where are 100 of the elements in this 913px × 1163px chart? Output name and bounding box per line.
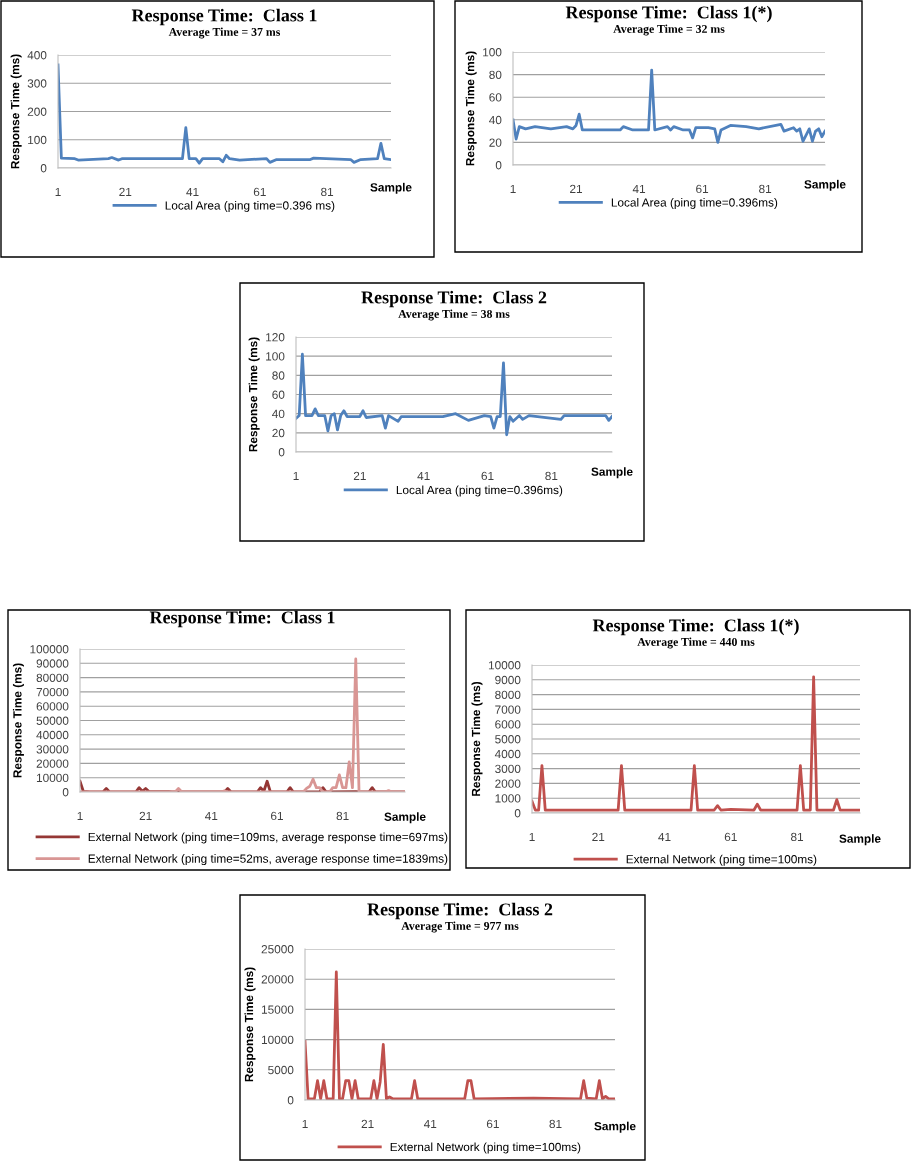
y-tick-label: 60000 [36,702,69,711]
x-tick-label: 81 [791,832,804,842]
y-axis-title: Response Time (ms) [244,967,256,1082]
y-tick-label: 60 [272,390,285,399]
x-tick-label: 61 [481,471,494,481]
y-tick-label: 100 [28,135,47,145]
y-tick-label: 3000 [495,764,521,773]
y-tick-label: 400 [27,51,47,60]
x-tick-label: 61 [253,187,266,197]
x-tick-label: 81 [336,811,349,821]
y-tick-label: 120 [266,333,285,342]
y-tick-label: 0 [62,788,69,797]
x-tick-label: 1 [529,832,535,841]
chart-title: Response Time: Class 2 [361,290,547,308]
x-tick-label: 21 [592,832,605,841]
y-tick-label: 100000 [30,645,69,654]
x-axis-title: Sample [804,179,846,191]
y-tick-label: 5000 [495,735,521,744]
y-tick-label: 100 [483,48,502,57]
x-tick-label: 61 [696,184,709,194]
legend-label: Local Area (ping time=0.396 ms) [165,200,335,212]
x-tick-label: 21 [570,184,583,193]
chart-title: Response Time: Class 1 [131,8,317,26]
chart-title: Response Time: Class 2 [367,902,553,920]
chart-subtitle: Average Time = 440 ms [637,637,755,649]
x-tick-label: 61 [486,1119,499,1129]
y-tick-label: 6000 [495,720,521,729]
chart-title: Response Time: Class 1(*) [565,5,772,23]
y-tick-label: 50000 [36,716,69,725]
y-axis-title: Response Time (ms) [465,51,477,166]
y-tick-label: 0 [287,1096,294,1105]
y-tick-label: 20 [489,138,502,147]
x-axis-title: Sample [370,182,412,194]
chart-subtitle: Average Time = 38 ms [398,309,510,321]
x-axis-title: Sample [594,1121,636,1133]
y-axis-title: Response Time (ms) [10,54,22,169]
y-axis-title: Response Time (ms) [471,681,483,796]
y-tick-label: 20 [272,428,285,438]
x-tick-label: 81 [549,1119,562,1129]
x-tick-label: 21 [353,471,366,480]
legend-label: Local Area (ping time=0.396ms) [396,485,563,497]
chart-subtitle: Average Time = 977 ms [401,921,519,933]
legend-label: External Network (ping time=109ms, average response time=697ms) [88,832,448,844]
y-tick-label: 9000 [495,675,521,685]
y-tick-label: 7000 [495,705,521,714]
legend-label: Local Area (ping time=0.396ms) [611,197,778,209]
y-tick-label: 1000 [495,794,521,803]
x-tick-label: 41 [205,811,218,820]
y-tick-label: 40 [272,409,285,419]
y-tick-label: 300 [27,79,47,88]
y-tick-label: 0 [40,164,47,173]
y-tick-label: 100 [266,352,285,361]
y-tick-label: 5000 [268,1065,294,1075]
y-tick-label: 40 [489,115,502,125]
x-tick-label: 41 [417,471,430,480]
y-tick-label: 2000 [495,779,521,788]
x-tick-label: 1 [55,187,61,196]
x-tick-label: 41 [186,187,199,196]
y-tick-label: 20000 [36,759,69,768]
chart-title: Response Time: Class 1(*) [592,618,799,636]
y-tick-label: 10000 [488,661,521,670]
y-tick-label: 8000 [495,690,521,699]
y-tick-label: 40000 [36,730,69,740]
chart-subtitle: Average Time = 32 ms [613,24,725,36]
x-axis-title: Sample [384,812,426,824]
x-tick-label: 1 [302,1119,308,1128]
legend-label: External Network (ping time=100ms) [390,1142,581,1154]
y-tick-label: 70000 [36,687,69,697]
x-tick-label: 41 [658,832,671,841]
y-axis-title: Response Time (ms) [12,663,24,778]
y-tick-label: 60 [489,93,502,102]
x-tick-label: 1 [510,184,516,193]
y-tick-label: 0 [514,809,521,818]
y-tick-label: 80 [272,371,285,380]
y-tick-label: 15000 [261,1005,294,1014]
x-tick-label: 81 [759,184,772,194]
y-tick-label: 0 [278,448,285,457]
x-tick-label: 41 [632,184,646,193]
y-tick-label: 10000 [36,773,69,783]
x-tick-label: 1 [293,471,299,480]
line-series [513,68,825,144]
x-axis-title: Sample [591,467,633,479]
y-tick-label: 30000 [36,745,69,754]
x-tick-label: 21 [361,1119,374,1128]
x-axis-title: Sample [839,834,881,846]
x-tick-label: 1 [77,811,83,820]
y-tick-label: 4000 [494,749,521,759]
y-tick-label: 25000 [261,945,294,954]
chart-subtitle: Average Time = 37 ms [168,27,281,39]
y-tick-label: 80 [489,70,502,79]
y-tick-label: 90000 [36,659,69,668]
legend-label: External Network (ping time=52ms, average response time=1839ms) [88,854,448,866]
x-tick-label: 41 [423,1119,437,1128]
y-tick-label: 0 [495,161,502,170]
chart-title: Response Time: Class 1 [149,610,335,628]
legend-label: External Network (ping time=100ms) [626,854,817,866]
line-series [296,352,612,437]
y-axis-title: Response Time (ms) [248,337,260,452]
y-tick-label: 20000 [261,975,294,984]
x-tick-label: 21 [139,811,152,820]
